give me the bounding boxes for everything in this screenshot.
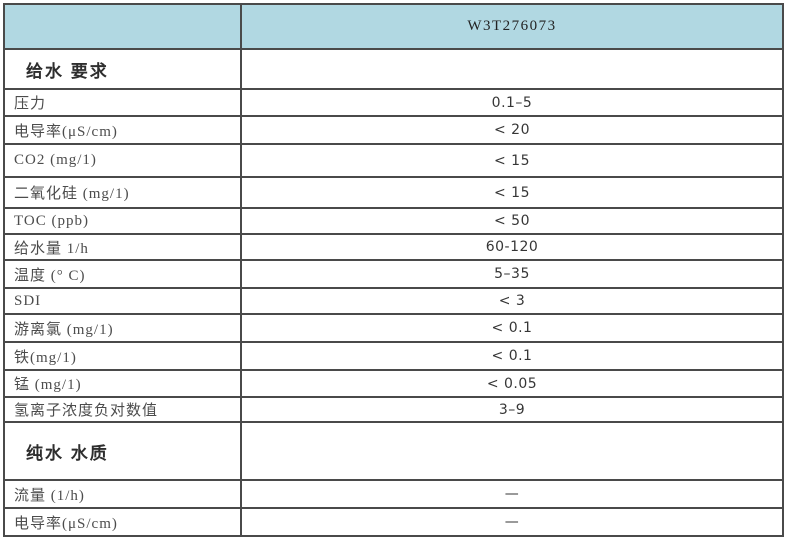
row-value: < 0.1 (240, 313, 784, 343)
table-row: 锰 (mg/1) < 0.05 (3, 369, 784, 398)
row-label: 温度 (° C) (3, 259, 242, 289)
table-row: SDI < 3 (3, 287, 784, 315)
spec-table: W3T276073 给水 要求 压力 0.1–5 电导率(μS/cm) < 20… (3, 3, 784, 537)
table-section-row-purewater: 纯水 水质 (3, 421, 784, 481)
row-label: 游离氯 (mg/1) (3, 313, 242, 343)
row-label: TOC (ppb) (3, 207, 242, 235)
table-row: 电导率(μS/cm) < 20 (3, 115, 784, 145)
row-value: < 50 (240, 207, 784, 235)
section-label: 给水 要求 (3, 48, 242, 90)
table-row: CO2 (mg/1) < 15 (3, 143, 784, 178)
section-value-cell (240, 421, 784, 481)
row-label: 电导率(μS/cm) (3, 507, 242, 537)
row-label: CO2 (mg/1) (3, 143, 242, 178)
table-row: 流量 (1/h) — (3, 479, 784, 509)
table-row: TOC (ppb) < 50 (3, 207, 784, 235)
row-value: < 15 (240, 143, 784, 178)
table-row: 压力 0.1–5 (3, 88, 784, 117)
row-value: 0.1–5 (240, 88, 784, 117)
row-label: 电导率(μS/cm) (3, 115, 242, 145)
section-value-cell (240, 48, 784, 90)
row-label: 锰 (mg/1) (3, 369, 242, 398)
product-code-header: W3T276073 (240, 3, 784, 50)
table-header-row: W3T276073 (3, 3, 784, 50)
row-value: < 3 (240, 287, 784, 315)
row-value: 60-120 (240, 233, 784, 261)
row-value: — (240, 507, 784, 537)
row-label: 流量 (1/h) (3, 479, 242, 509)
row-value: — (240, 479, 784, 509)
table-section-row-feedwater: 给水 要求 (3, 48, 784, 90)
row-value: < 20 (240, 115, 784, 145)
table-row: 电导率(μS/cm) — (3, 507, 784, 537)
section-label: 纯水 水质 (3, 421, 242, 481)
table-row: 氢离子浓度负对数值 3–9 (3, 396, 784, 423)
row-value: < 15 (240, 176, 784, 209)
row-value: 3–9 (240, 396, 784, 423)
row-value: 5–35 (240, 259, 784, 289)
table-row: 游离氯 (mg/1) < 0.1 (3, 313, 784, 343)
row-label: 铁(mg/1) (3, 341, 242, 371)
row-value: < 0.05 (240, 369, 784, 398)
header-empty-cell (3, 3, 242, 50)
table-row: 铁(mg/1) < 0.1 (3, 341, 784, 371)
table-row: 二氧化硅 (mg/1) < 15 (3, 176, 784, 209)
row-label: 压力 (3, 88, 242, 117)
row-label: 二氧化硅 (mg/1) (3, 176, 242, 209)
row-label: 给水量 1/h (3, 233, 242, 261)
row-label: 氢离子浓度负对数值 (3, 396, 242, 423)
table-row: 温度 (° C) 5–35 (3, 259, 784, 289)
row-label: SDI (3, 287, 242, 315)
table-row: 给水量 1/h 60-120 (3, 233, 784, 261)
row-value: < 0.1 (240, 341, 784, 371)
